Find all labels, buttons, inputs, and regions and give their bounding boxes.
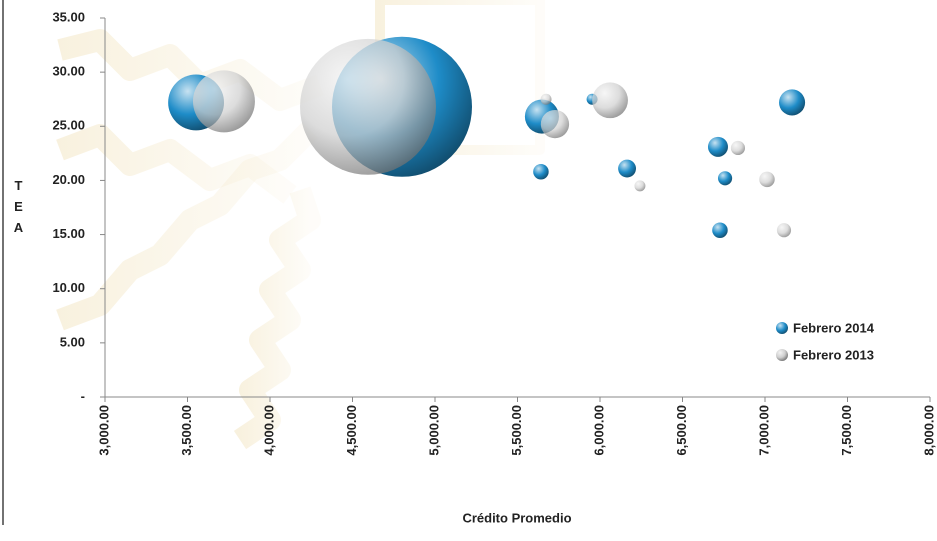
x-axis-title: Crédito Promedio	[462, 510, 571, 525]
bubble	[634, 180, 646, 192]
legend: Febrero 2014 Febrero 2013	[776, 320, 875, 362]
y-tick-label: 10.00	[52, 280, 85, 295]
bubble	[776, 223, 792, 238]
x-tick-label: 7,000.00	[756, 405, 771, 456]
legend-swatch	[776, 322, 788, 334]
bubble	[540, 109, 570, 139]
bubble	[618, 159, 637, 178]
x-tick-label: 6,500.00	[674, 405, 689, 456]
legend-swatch	[776, 349, 788, 361]
bubble	[592, 82, 628, 119]
x-tick-label: 6,000.00	[591, 405, 606, 456]
axes: - 5.00 10.00 15.00 20.00 25.00 30.00 35.00 3,000…	[52, 9, 936, 455]
y-tick-label: 25.00	[52, 118, 85, 133]
y-tick-label: 5.00	[60, 334, 85, 349]
bubble	[730, 140, 746, 156]
x-tick-label: 8,000.00	[921, 405, 936, 456]
y-tick-label: 30.00	[52, 64, 85, 79]
y-tick-label: 15.00	[52, 226, 85, 241]
bubble	[533, 164, 549, 180]
x-tick-label: 3,500.00	[179, 405, 194, 456]
x-tick-label: 5,500.00	[509, 405, 524, 456]
y-tick-label: 20.00	[52, 172, 85, 187]
bubble	[759, 171, 775, 188]
legend-label: Febrero 2014	[793, 320, 875, 335]
bubble	[707, 136, 728, 157]
x-tick-label: 4,500.00	[344, 405, 359, 456]
background-decoration	[56, 0, 545, 450]
plot-area	[168, 36, 806, 238]
y-tick-label: -	[81, 388, 85, 403]
y-tick-label: 35.00	[52, 9, 85, 24]
x-tick-label: 3,000.00	[96, 405, 111, 456]
x-tick-label: 7,500.00	[839, 405, 854, 456]
legend-label: Febrero 2013	[793, 347, 874, 362]
bubble	[192, 70, 255, 133]
x-tick-label: 4,000.00	[261, 405, 276, 456]
y-axis-title: TEA	[11, 178, 26, 241]
bubble	[717, 171, 733, 186]
bubble	[712, 222, 728, 238]
bubble	[779, 89, 806, 116]
x-tick-label: 5,000.00	[426, 405, 441, 456]
bubble	[540, 93, 552, 105]
bubble	[300, 38, 436, 175]
